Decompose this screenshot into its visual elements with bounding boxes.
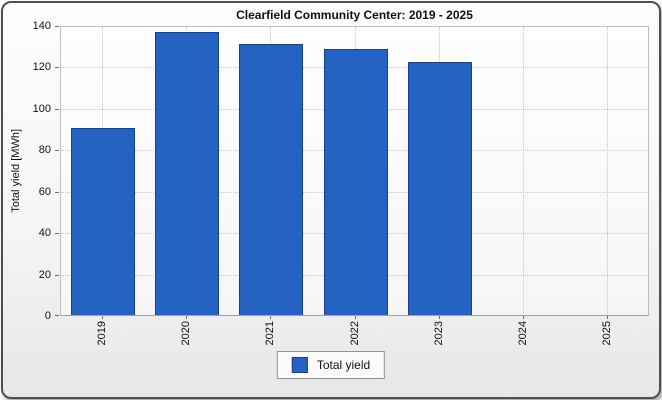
y-tick-mark <box>55 233 59 234</box>
x-tick-label: 2023 <box>429 321 449 353</box>
x-tick-label-text: 2023 <box>433 321 445 346</box>
y-tick-label: 40 <box>38 227 51 239</box>
y-tick-label: 80 <box>38 144 51 156</box>
x-tick-label: 2020 <box>176 321 196 353</box>
bar-2021[interactable] <box>239 44 303 315</box>
y-tick-mark <box>55 26 59 27</box>
bar-2020[interactable] <box>155 32 219 315</box>
x-tick-mark <box>607 316 608 319</box>
y-tick-label: 0 <box>44 310 51 322</box>
y-tick-mark <box>55 192 59 193</box>
x-tick-mark <box>355 316 356 319</box>
bar-2023[interactable] <box>408 62 472 315</box>
x-tick-label-text: 2022 <box>349 321 361 346</box>
x-tick-label: 2019 <box>92 321 112 353</box>
x-tick-mark <box>102 316 103 319</box>
bar-2019[interactable] <box>71 128 135 315</box>
y-tick-mark <box>55 109 59 110</box>
x-tick-label-text: 2019 <box>96 321 108 346</box>
x-tick-label-text: 2025 <box>601 321 613 346</box>
bar-2022[interactable] <box>324 49 388 315</box>
plot-area <box>60 26 649 316</box>
x-tick-label: 2022 <box>345 321 365 353</box>
x-tick-label: 2025 <box>597 321 617 353</box>
x-tick-label: 2021 <box>260 321 280 353</box>
y-tick-label: 100 <box>32 103 51 115</box>
x-tick-label: 2024 <box>513 321 533 353</box>
y-tick-mark <box>55 150 59 151</box>
y-tick-label: 140 <box>32 20 51 32</box>
legend-swatch <box>291 357 308 373</box>
x-tick-mark <box>523 316 524 319</box>
x-gridline <box>607 27 608 315</box>
x-gridline <box>523 27 524 315</box>
y-tick-mark <box>55 275 59 276</box>
y-tick-mark <box>55 67 59 68</box>
legend-label: Total yield <box>316 358 371 372</box>
y-tick-label: 20 <box>38 269 51 281</box>
x-tick-mark <box>270 316 271 319</box>
y-tick-mark <box>55 315 59 316</box>
y-tick-label: 120 <box>32 61 51 73</box>
x-tick-mark <box>439 316 440 319</box>
y-axis-title-text: Total yield [MWh] <box>10 129 22 213</box>
x-tick-label-text: 2021 <box>264 321 276 346</box>
x-tick-label-text: 2020 <box>180 321 192 346</box>
legend-box: Total yield <box>276 351 386 379</box>
x-tick-label-text: 2024 <box>517 321 529 346</box>
x-tick-mark <box>186 316 187 319</box>
chart-title: Clearfield Community Center: 2019 - 2025 <box>236 8 473 22</box>
y-tick-label: 60 <box>38 186 51 198</box>
